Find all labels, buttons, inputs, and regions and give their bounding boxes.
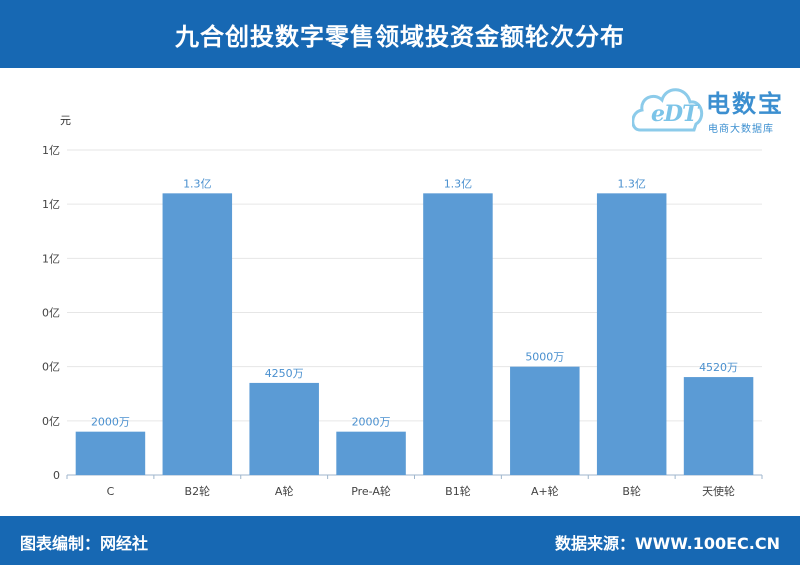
bar (423, 193, 493, 476)
logo-cloud-text: eDT (651, 101, 698, 127)
data-label: 4250万 (265, 367, 304, 380)
data-label: 1.3亿 (183, 177, 212, 190)
logo-name: 电数宝 (706, 90, 784, 118)
y-tick-label: 0亿 (42, 415, 60, 428)
x-tick-label: Pre-A轮 (351, 484, 391, 498)
data-label: 1.3亿 (444, 177, 473, 190)
x-tick-label: C (107, 485, 115, 498)
y-tick-label: 1亿 (42, 144, 60, 157)
footer-bar: 图表编制：网经社 数据来源：WWW.100EC.CN (0, 516, 800, 565)
bar (596, 193, 667, 476)
y-tick-label: 1亿 (42, 252, 60, 265)
page-title: 九合创投数字零售领域投资金额轮次分布 (175, 22, 625, 51)
x-tick-label: A+轮 (531, 484, 559, 498)
x-tick-label: A轮 (275, 484, 294, 498)
bar (249, 382, 319, 475)
bar (683, 377, 754, 475)
bar (75, 431, 146, 475)
bar (336, 431, 406, 475)
data-label: 4520万 (699, 361, 738, 374)
y-tick-label: 0亿 (42, 307, 60, 320)
data-label: 2000万 (91, 416, 130, 429)
data-label: 5000万 (525, 351, 564, 364)
header-bar: 九合创投数字零售领域投资金额轮次分布 (0, 0, 800, 68)
data-label: 1.3亿 (617, 177, 646, 190)
x-tick-label: 天使轮 (702, 484, 735, 498)
y-tick-label: 1亿 (42, 198, 60, 211)
footer-source: 数据来源：WWW.100EC.CN (554, 534, 780, 553)
y-tick-label: 0亿 (42, 361, 60, 374)
cloud-logo-icon (632, 88, 704, 132)
x-tick-label: B1轮 (445, 484, 471, 498)
y-tick-label: 0 (53, 469, 60, 482)
y-axis-label: 元 (60, 114, 71, 127)
bar (510, 366, 580, 475)
data-label: 2000万 (352, 416, 391, 429)
x-tick-label: B2轮 (185, 484, 211, 498)
x-tick-label: B轮 (622, 484, 641, 498)
bar (162, 193, 233, 476)
footer-credit: 图表编制：网经社 (20, 534, 149, 553)
logo-subtitle: 电商大数据库 (708, 124, 774, 135)
